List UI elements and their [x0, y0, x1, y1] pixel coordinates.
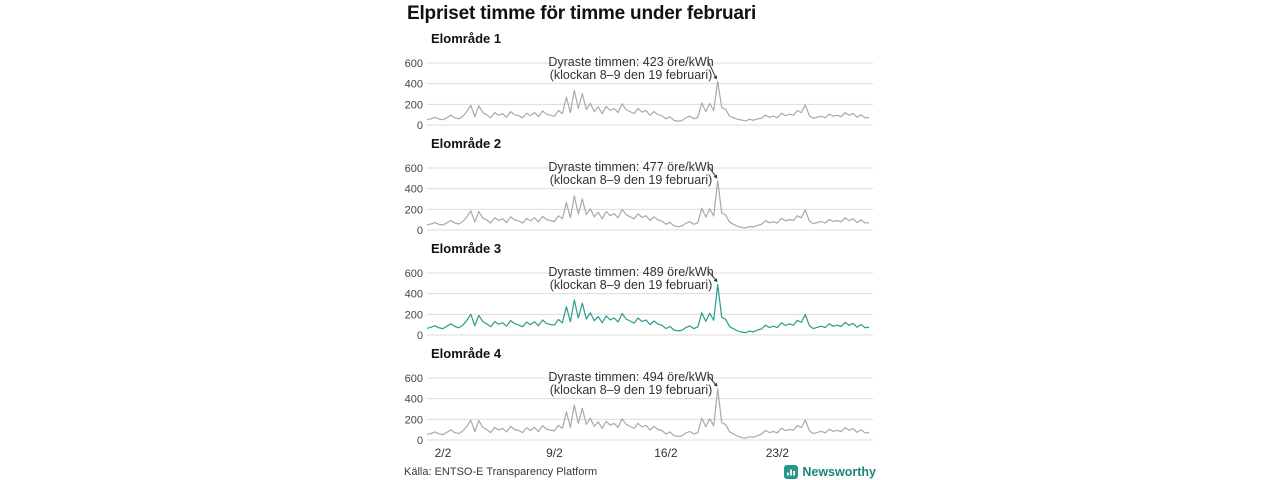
- price-line: [426, 180, 870, 229]
- subplot-title: Elområde 1: [431, 31, 502, 46]
- price-chart-elomrade-4: 0 200 400 600 Dyraste timmen: 494 öre/kWh(kl…: [405, 370, 873, 446]
- chart-figure: Elpriset timme för timme under februari …: [403, 0, 877, 479]
- y-tick-label: 400: [405, 79, 423, 91]
- price-line: [426, 80, 870, 122]
- x-tick-label: 2/2: [435, 446, 452, 460]
- y-tick-label: 400: [405, 289, 423, 301]
- y-tick-label: 0: [417, 435, 423, 446]
- y-tick-label: 200: [405, 309, 423, 321]
- annotation-line1: Dyraste timmen: 477 öre/kWh: [548, 160, 713, 174]
- subplot-title: Elområde 4: [431, 346, 502, 361]
- annotation-arrow-line: [707, 270, 716, 280]
- subplot-elomrade-1: Elområde 1 0 200 400 600 Dyraste timmen: 423…: [403, 31, 877, 131]
- annotation-arrowhead: [713, 174, 718, 179]
- annotation-line2: (klockan 8–9 den 19 februari): [550, 383, 713, 397]
- x-tick-label: 9/2: [546, 446, 563, 460]
- y-tick-label: 600: [405, 268, 423, 280]
- x-axis-labels: 2/2 9/2 16/2 23/2: [435, 446, 790, 460]
- newsworthy-brand: Newsworthy: [784, 465, 876, 479]
- subplot-elomrade-2: Elområde 2 0 200 400 600 Dyraste timmen: 477…: [403, 136, 877, 236]
- y-tick-label: 600: [405, 163, 423, 175]
- y-tick-label: 400: [405, 394, 423, 406]
- annotation-arrowhead: [713, 382, 718, 387]
- annotation-line2: (klockan 8–9 den 19 februari): [550, 278, 713, 292]
- y-tick-label: 200: [405, 204, 423, 216]
- source-text: Källa: ENTSO-E Transparency Platform: [404, 466, 598, 478]
- annotation-line1: Dyraste timmen: 489 öre/kWh: [548, 265, 713, 279]
- annotation-line2: (klockan 8–9 den 19 februari): [550, 173, 713, 187]
- annotation-arrowhead: [713, 278, 718, 283]
- y-tick-label: 0: [417, 225, 423, 236]
- price-line: [426, 388, 870, 439]
- subplot-elomrade-3: Elområde 3 0 200 400 600 Dyraste timmen: 489…: [403, 241, 877, 341]
- page-title: Elpriset timme för timme under februari: [407, 3, 757, 24]
- subplot-elomrade-4: Elområde 4 0 200 400 600 Dyraste timmen: 494…: [403, 346, 877, 446]
- subplot-title: Elområde 2: [431, 136, 502, 151]
- y-tick-label: 600: [405, 373, 423, 385]
- y-tick-label: 200: [405, 99, 423, 111]
- annotation-line1: Dyraste timmen: 494 öre/kWh: [548, 370, 713, 384]
- price-chart-elomrade-1: 0 200 400 600 Dyraste timmen: 423 öre/kWh(kl…: [405, 55, 873, 131]
- x-tick-label: 16/2: [654, 446, 678, 460]
- y-tick-label: 0: [417, 330, 423, 341]
- price-line: [426, 283, 870, 334]
- brand-name: Newsworthy: [802, 465, 876, 479]
- y-tick-label: 600: [405, 58, 423, 70]
- price-chart-elomrade-2: 0 200 400 600 Dyraste timmen: 477 öre/kWh(kl…: [405, 160, 873, 236]
- price-chart-elomrade-3: 0 200 400 600 Dyraste timmen: 489 öre/kWh(kl…: [405, 265, 873, 341]
- y-tick-label: 400: [405, 184, 423, 196]
- subplot-title: Elområde 3: [431, 241, 502, 256]
- chart-footer: Källa: ENTSO-E Transparency Platform New…: [403, 465, 877, 479]
- annotation-line2: (klockan 8–9 den 19 februari): [550, 68, 713, 82]
- annotation-line1: Dyraste timmen: 423 öre/kWh: [548, 55, 713, 69]
- annotation-arrow-line: [707, 375, 716, 385]
- y-tick-label: 200: [405, 414, 423, 426]
- bar-chart-logo-icon: [784, 465, 799, 479]
- x-tick-label: 23/2: [766, 446, 790, 460]
- annotation-arrow-line: [707, 165, 716, 177]
- annotation-arrow-line: [707, 60, 716, 77]
- y-tick-label: 0: [417, 120, 423, 131]
- annotation-arrowhead: [713, 75, 718, 80]
